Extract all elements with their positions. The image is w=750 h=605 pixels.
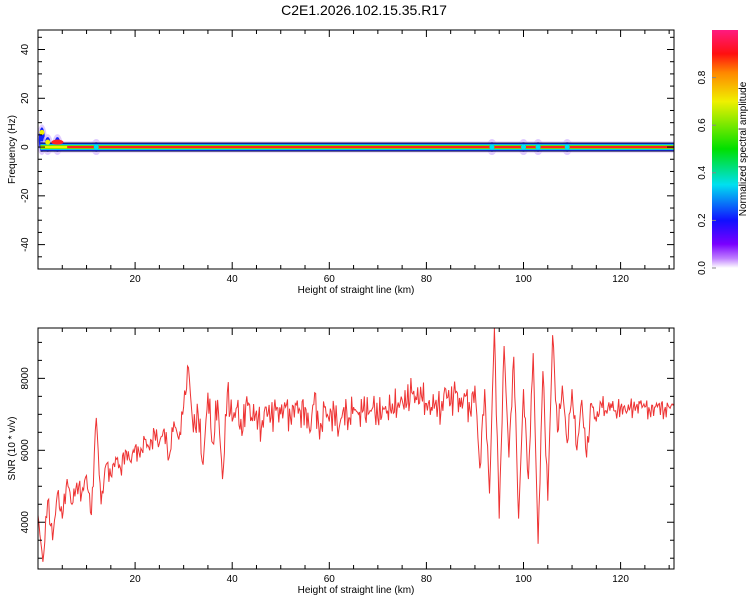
snr-panel: 20 40 60 80 100 120 Height of straight line (k… xyxy=(7,327,675,596)
x-axis-label: Height of straight line (km) xyxy=(298,285,415,296)
plot-frame xyxy=(37,29,675,270)
spectral-peak xyxy=(93,144,99,150)
x-tick-label: 120 xyxy=(612,274,629,285)
y-tick-label: 6000 xyxy=(20,439,31,462)
snr-series-line xyxy=(38,328,674,562)
x-tick-label: 40 xyxy=(227,274,239,285)
colorbar-label: Normalized spectral amplitude xyxy=(738,81,749,216)
spectral-peak xyxy=(45,139,51,145)
x-tick-label: 80 xyxy=(421,574,433,585)
colorbar-gradient xyxy=(712,30,738,268)
colorbar: 0.0 0.2 0.4 0.6 0.8 Normalized spectral ampl… xyxy=(697,30,749,275)
x-tick-label: 60 xyxy=(324,274,336,285)
x-axis-label: Height of straight line (km) xyxy=(298,585,415,596)
chart-title: C2E1.2026.102.15.35.R17 xyxy=(281,2,447,18)
spectrogram-panel: 20 40 60 80 100 120 Height of straight line (k… xyxy=(7,29,675,296)
spectral-peak xyxy=(564,144,570,150)
plot-frame xyxy=(37,327,675,570)
spectral-ridge-band xyxy=(67,145,675,149)
x-tick-label: 100 xyxy=(515,574,532,585)
colorbar-tick-label: 0.0 xyxy=(697,261,708,275)
x-tick-label: 40 xyxy=(227,574,239,585)
spectral-peak xyxy=(535,144,541,150)
y-tick-label: 0 xyxy=(20,144,31,150)
colorbar-tick-label: 0.4 xyxy=(697,165,708,179)
y-axis-label: SNR (10 * v/v) xyxy=(7,417,18,481)
colorbar-tick-label: 0.6 xyxy=(697,118,708,132)
x-tick-label: 60 xyxy=(324,574,336,585)
y-tick-label: -40 xyxy=(20,237,31,252)
y-tick-label: -20 xyxy=(20,188,31,203)
x-tick-label: 120 xyxy=(612,574,629,585)
spectral-peak xyxy=(489,144,495,150)
y-tick-label: 8000 xyxy=(20,367,31,390)
x-tick-label: 20 xyxy=(130,574,142,585)
x-tick-label: 80 xyxy=(421,274,433,285)
x-tick-label: 100 xyxy=(515,274,532,285)
spectral-peak xyxy=(51,139,64,145)
x-tick-label: 20 xyxy=(130,274,142,285)
y-tick-label: 4000 xyxy=(20,511,31,534)
y-axis-label: Frequency (Hz) xyxy=(7,115,18,184)
colorbar-tick-label: 0.2 xyxy=(697,213,708,227)
spectral-peak xyxy=(520,144,526,150)
spectral-peak xyxy=(39,129,45,135)
y-tick-label: 20 xyxy=(20,92,31,104)
y-tick-label: 40 xyxy=(20,44,31,56)
colorbar-tick-label: 0.8 xyxy=(697,70,708,84)
